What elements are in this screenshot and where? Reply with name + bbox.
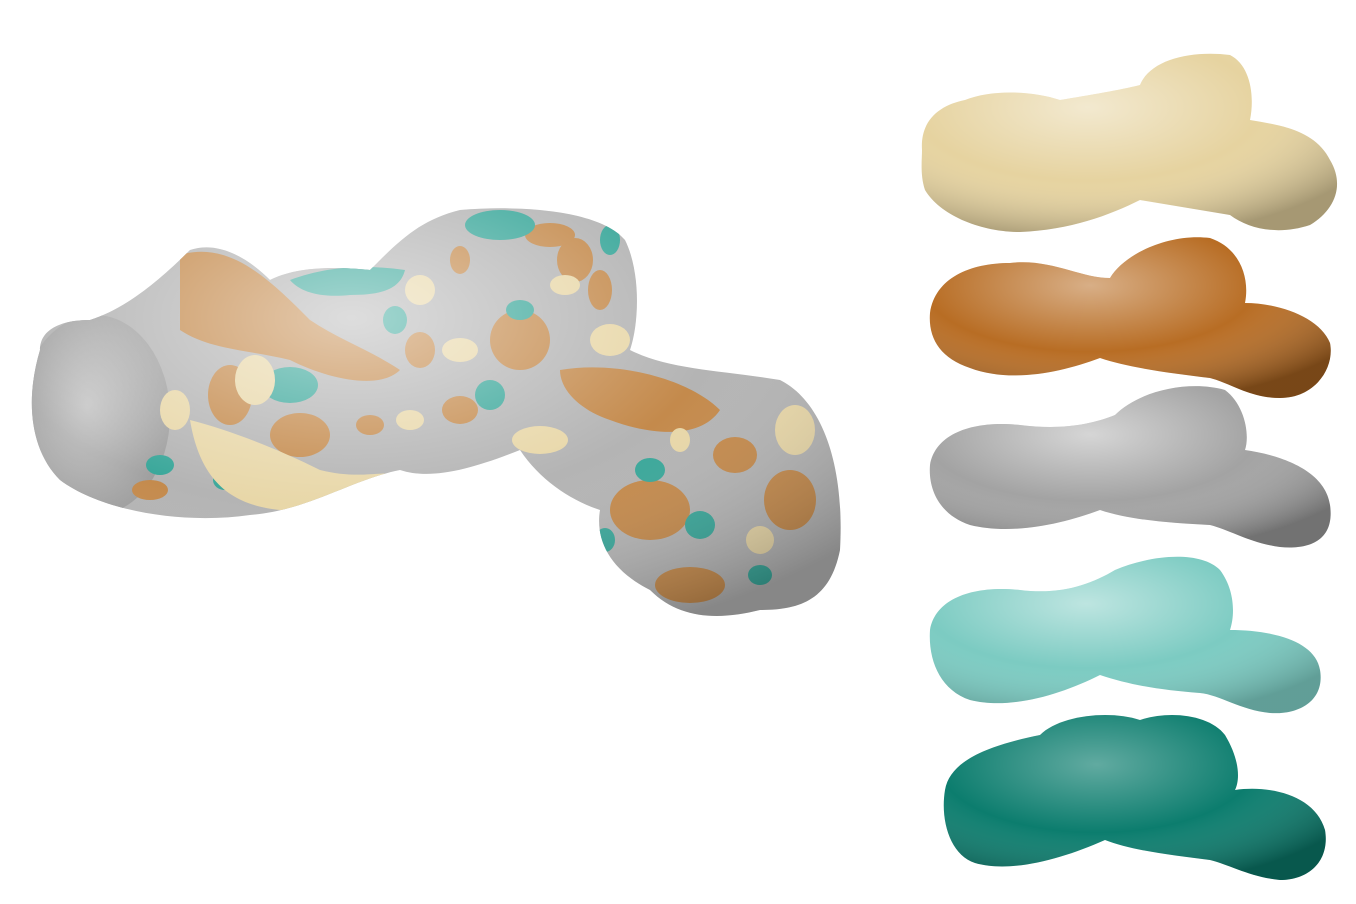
surface-component-teal — [943, 715, 1326, 880]
surface-component-sand — [921, 53, 1338, 232]
surface-component-copper — [929, 237, 1331, 398]
surface-component-aqua — [929, 556, 1321, 714]
composite-molecular-surface — [31, 208, 841, 616]
surface-component-silver — [929, 386, 1331, 548]
